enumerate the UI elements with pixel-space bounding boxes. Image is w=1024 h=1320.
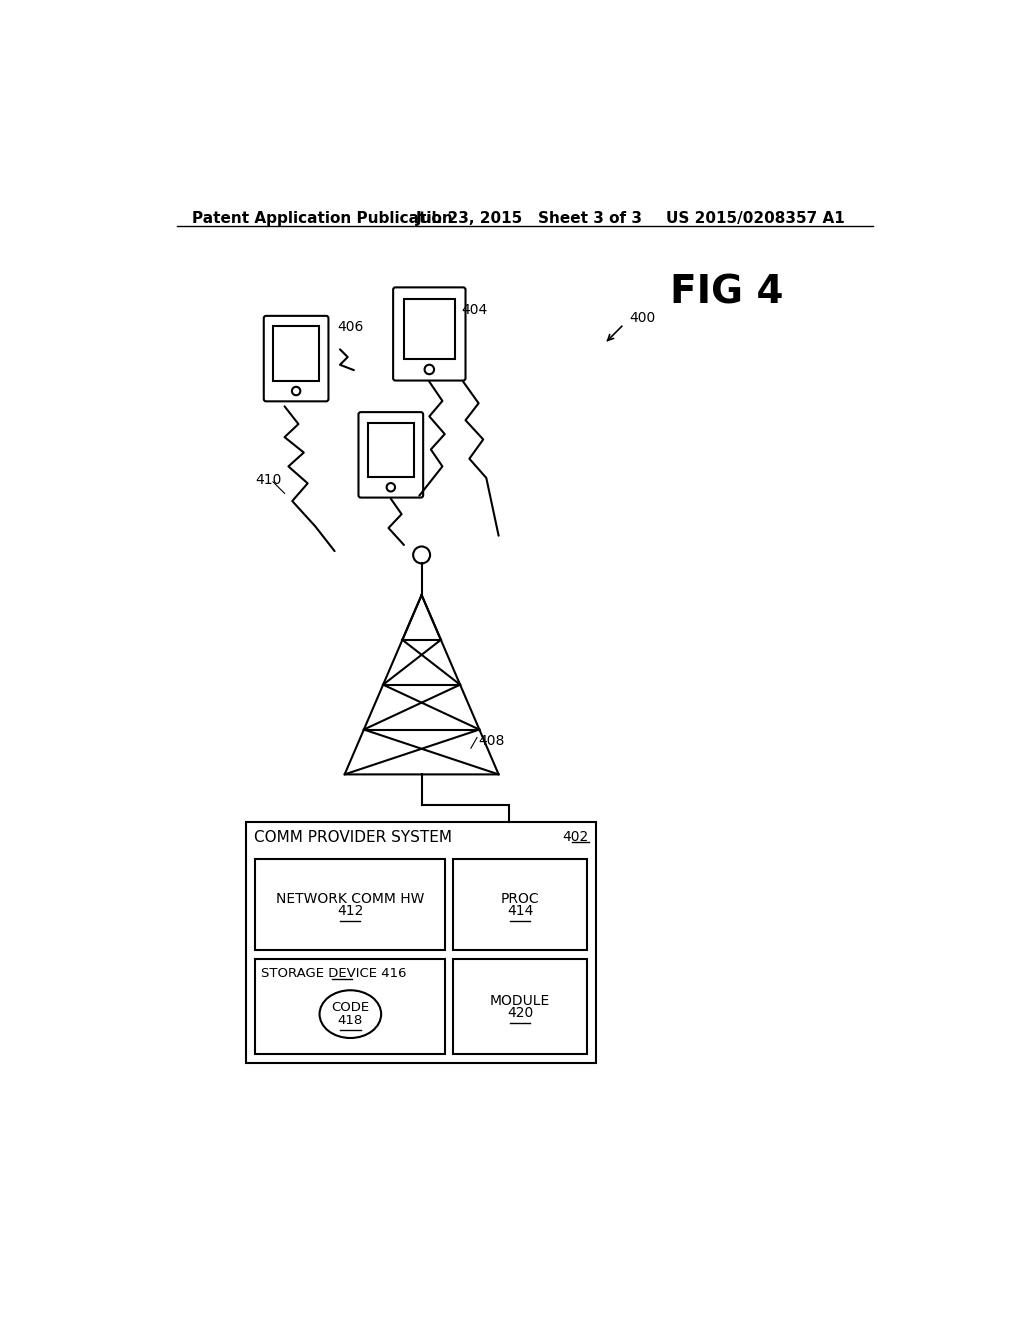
Text: 410: 410: [255, 473, 282, 487]
Text: 420: 420: [507, 1006, 534, 1020]
Text: 402: 402: [562, 830, 589, 843]
Circle shape: [292, 387, 300, 395]
Text: STORAGE DEVICE 416: STORAGE DEVICE 416: [261, 966, 407, 979]
Text: 412: 412: [337, 904, 364, 919]
Text: 418: 418: [338, 1014, 362, 1027]
Bar: [246, 822, 596, 1063]
Text: COMM PROVIDER SYSTEM: COMM PROVIDER SYSTEM: [254, 830, 452, 845]
Text: PROC: PROC: [501, 892, 540, 906]
Circle shape: [387, 483, 395, 491]
Bar: [368, 422, 414, 478]
Text: NETWORK COMM HW: NETWORK COMM HW: [276, 892, 425, 906]
FancyBboxPatch shape: [358, 412, 423, 498]
Circle shape: [413, 546, 430, 564]
Text: MODULE: MODULE: [490, 994, 550, 1008]
Text: Patent Application Publication: Patent Application Publication: [193, 211, 453, 226]
Text: CODE: CODE: [332, 1002, 370, 1015]
Circle shape: [425, 364, 434, 374]
Text: US 2015/0208357 A1: US 2015/0208357 A1: [666, 211, 845, 226]
Ellipse shape: [319, 990, 381, 1038]
Bar: [273, 326, 318, 381]
Bar: [255, 859, 445, 950]
Text: 406: 406: [337, 321, 364, 334]
FancyBboxPatch shape: [393, 288, 466, 380]
Text: 414: 414: [507, 904, 534, 919]
Text: 408: 408: [478, 734, 505, 748]
Text: 400: 400: [630, 312, 655, 325]
Text: Jul. 23, 2015   Sheet 3 of 3: Jul. 23, 2015 Sheet 3 of 3: [416, 211, 642, 226]
Text: 404: 404: [462, 304, 487, 317]
Bar: [453, 859, 587, 950]
Text: FIG 4: FIG 4: [670, 275, 783, 312]
Bar: [453, 960, 587, 1053]
FancyBboxPatch shape: [264, 315, 329, 401]
Bar: [255, 960, 445, 1053]
Bar: [403, 298, 455, 359]
